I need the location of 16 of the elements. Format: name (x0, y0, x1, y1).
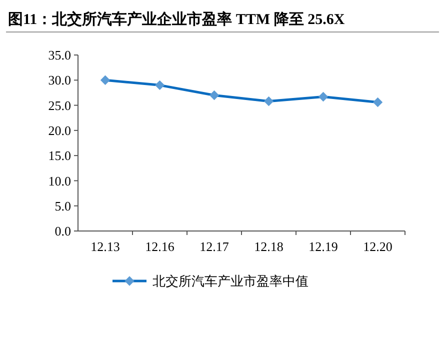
chart-title: 图11：北交所汽车产业企业市盈率 TTM 降至 25.6X (8, 10, 345, 28)
y-tick-label: 5.0 (54, 198, 71, 214)
y-tick-label: 25.0 (48, 98, 71, 113)
y-tick-label: 35.0 (48, 48, 71, 63)
x-tick-label: 12.16 (145, 239, 175, 254)
x-tick-label: 12.18 (254, 239, 284, 254)
y-tick-label: 15.0 (48, 148, 71, 164)
y-tick-label: 10.0 (48, 173, 71, 188)
x-tick-label: 12.20 (363, 239, 392, 254)
y-tick-label: 0.0 (54, 224, 71, 239)
x-tick-label: 12.13 (90, 239, 120, 254)
legend-label: 北交所汽车产业市盈率中值 (152, 274, 308, 289)
x-tick-label: 12.19 (308, 239, 338, 254)
x-tick-label: 12.17 (200, 239, 230, 254)
y-tick-label: 30.0 (48, 72, 71, 88)
y-tick-label: 20.0 (48, 122, 71, 138)
